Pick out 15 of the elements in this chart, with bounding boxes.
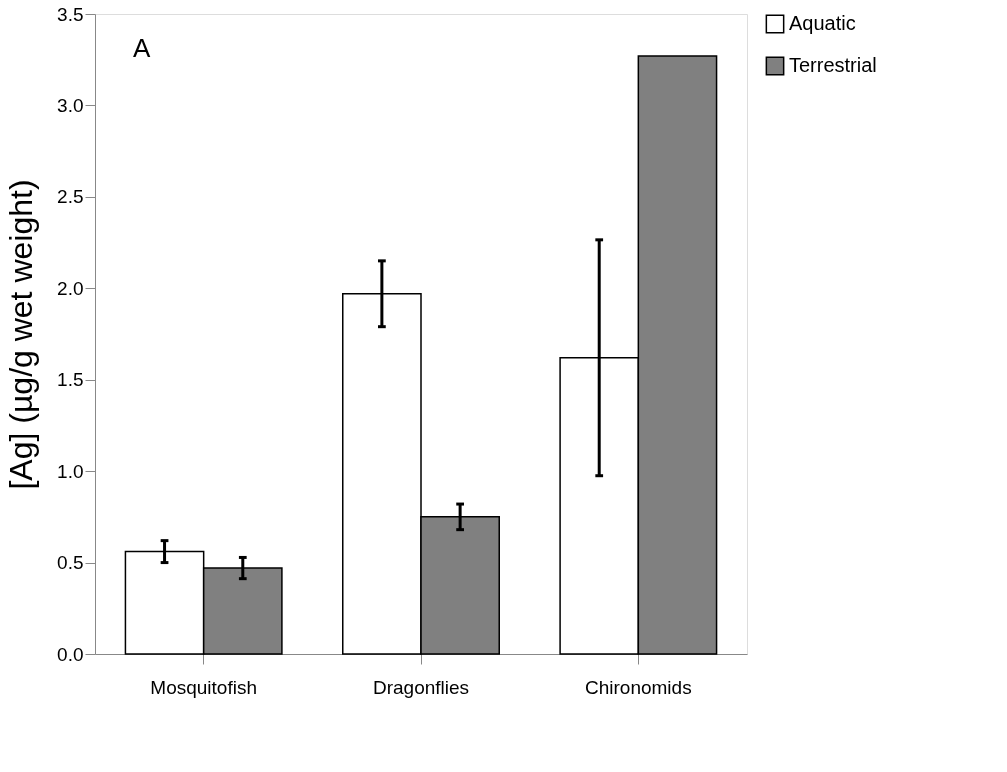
y-tick-label: 1.0 bbox=[57, 460, 84, 482]
x-tick-label: Dragonflies bbox=[372, 676, 470, 698]
y-tick-label: 1.5 bbox=[57, 369, 84, 391]
legend-label: Terrestrial bbox=[789, 54, 877, 76]
x-tick-label: Chironomids bbox=[585, 676, 692, 698]
y-tick-label: 3.0 bbox=[57, 94, 84, 116]
y-axis-title: [Ag] (µg/g wet weight) bbox=[3, 179, 40, 490]
legend-label: Aquatic bbox=[789, 12, 856, 34]
y-tick-label: 0.0 bbox=[57, 643, 84, 665]
y-tick-label: 2.0 bbox=[57, 277, 84, 299]
y-tick-label: 2.5 bbox=[57, 186, 84, 208]
annotation: A bbox=[133, 33, 151, 63]
x-tick-label: Mosquitofish bbox=[150, 676, 257, 698]
y-tick-label: 3.5 bbox=[57, 3, 84, 25]
y-tick-label: 0.5 bbox=[57, 552, 84, 574]
